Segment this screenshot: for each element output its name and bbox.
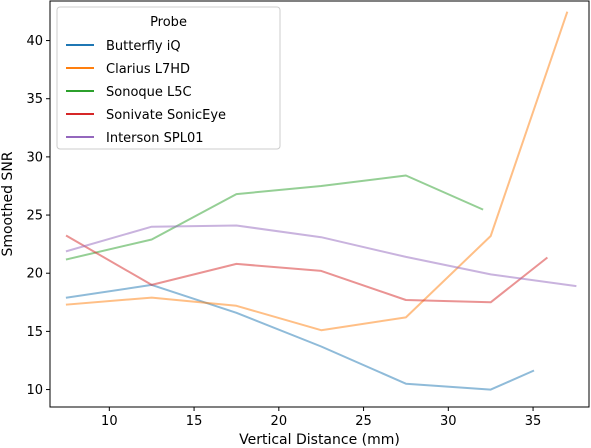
series-line-3 (65, 174, 484, 261)
x-axis-ticks: 10 15 20 25 30 35 (101, 407, 541, 429)
y-tick-label: 30 (26, 150, 43, 165)
series-line-2 (65, 11, 569, 332)
legend: Probe Butterfly iQ Clarius L7HD Sonoque L5… (56, 6, 281, 150)
series-line-5 (65, 224, 577, 288)
x-tick-label: 10 (101, 414, 118, 429)
y-axis-title: Smoothed SNR (0, 151, 16, 256)
legend-label: Interson SPL01 (106, 131, 204, 146)
legend-label: Clarius L7HD (106, 62, 190, 77)
plot-lines (65, 11, 577, 391)
y-tick-label: 25 (26, 209, 43, 224)
x-tick-label: 25 (355, 414, 372, 429)
y-tick-label: 20 (26, 267, 43, 282)
y-axis-ticks: 10 15 20 25 30 35 40 (26, 34, 50, 398)
legend-label: Sonivate SonicEye (106, 108, 226, 123)
x-tick-label: 20 (271, 414, 288, 429)
series-line-4 (65, 234, 549, 304)
plot-frame (49, 0, 590, 408)
x-tick-label: 15 (186, 414, 203, 429)
y-tick-label: 35 (26, 92, 43, 107)
legend-title: Probe (150, 15, 187, 30)
y-tick-label: 15 (26, 325, 43, 340)
legend-label: Butterfly iQ (106, 39, 181, 54)
legend-label: Sonoque L5C (106, 85, 192, 100)
y-tick-label: 10 (26, 383, 43, 398)
x-tick-label: 30 (440, 414, 457, 429)
legend-entries: Butterfly iQ Clarius L7HD Sonoque L5C Soniv… (66, 39, 226, 146)
x-tick-label: 35 (525, 414, 542, 429)
legend-box (56, 6, 281, 150)
y-tick-label: 40 (26, 34, 43, 49)
x-axis-title: Vertical Distance (mm) (239, 432, 400, 448)
